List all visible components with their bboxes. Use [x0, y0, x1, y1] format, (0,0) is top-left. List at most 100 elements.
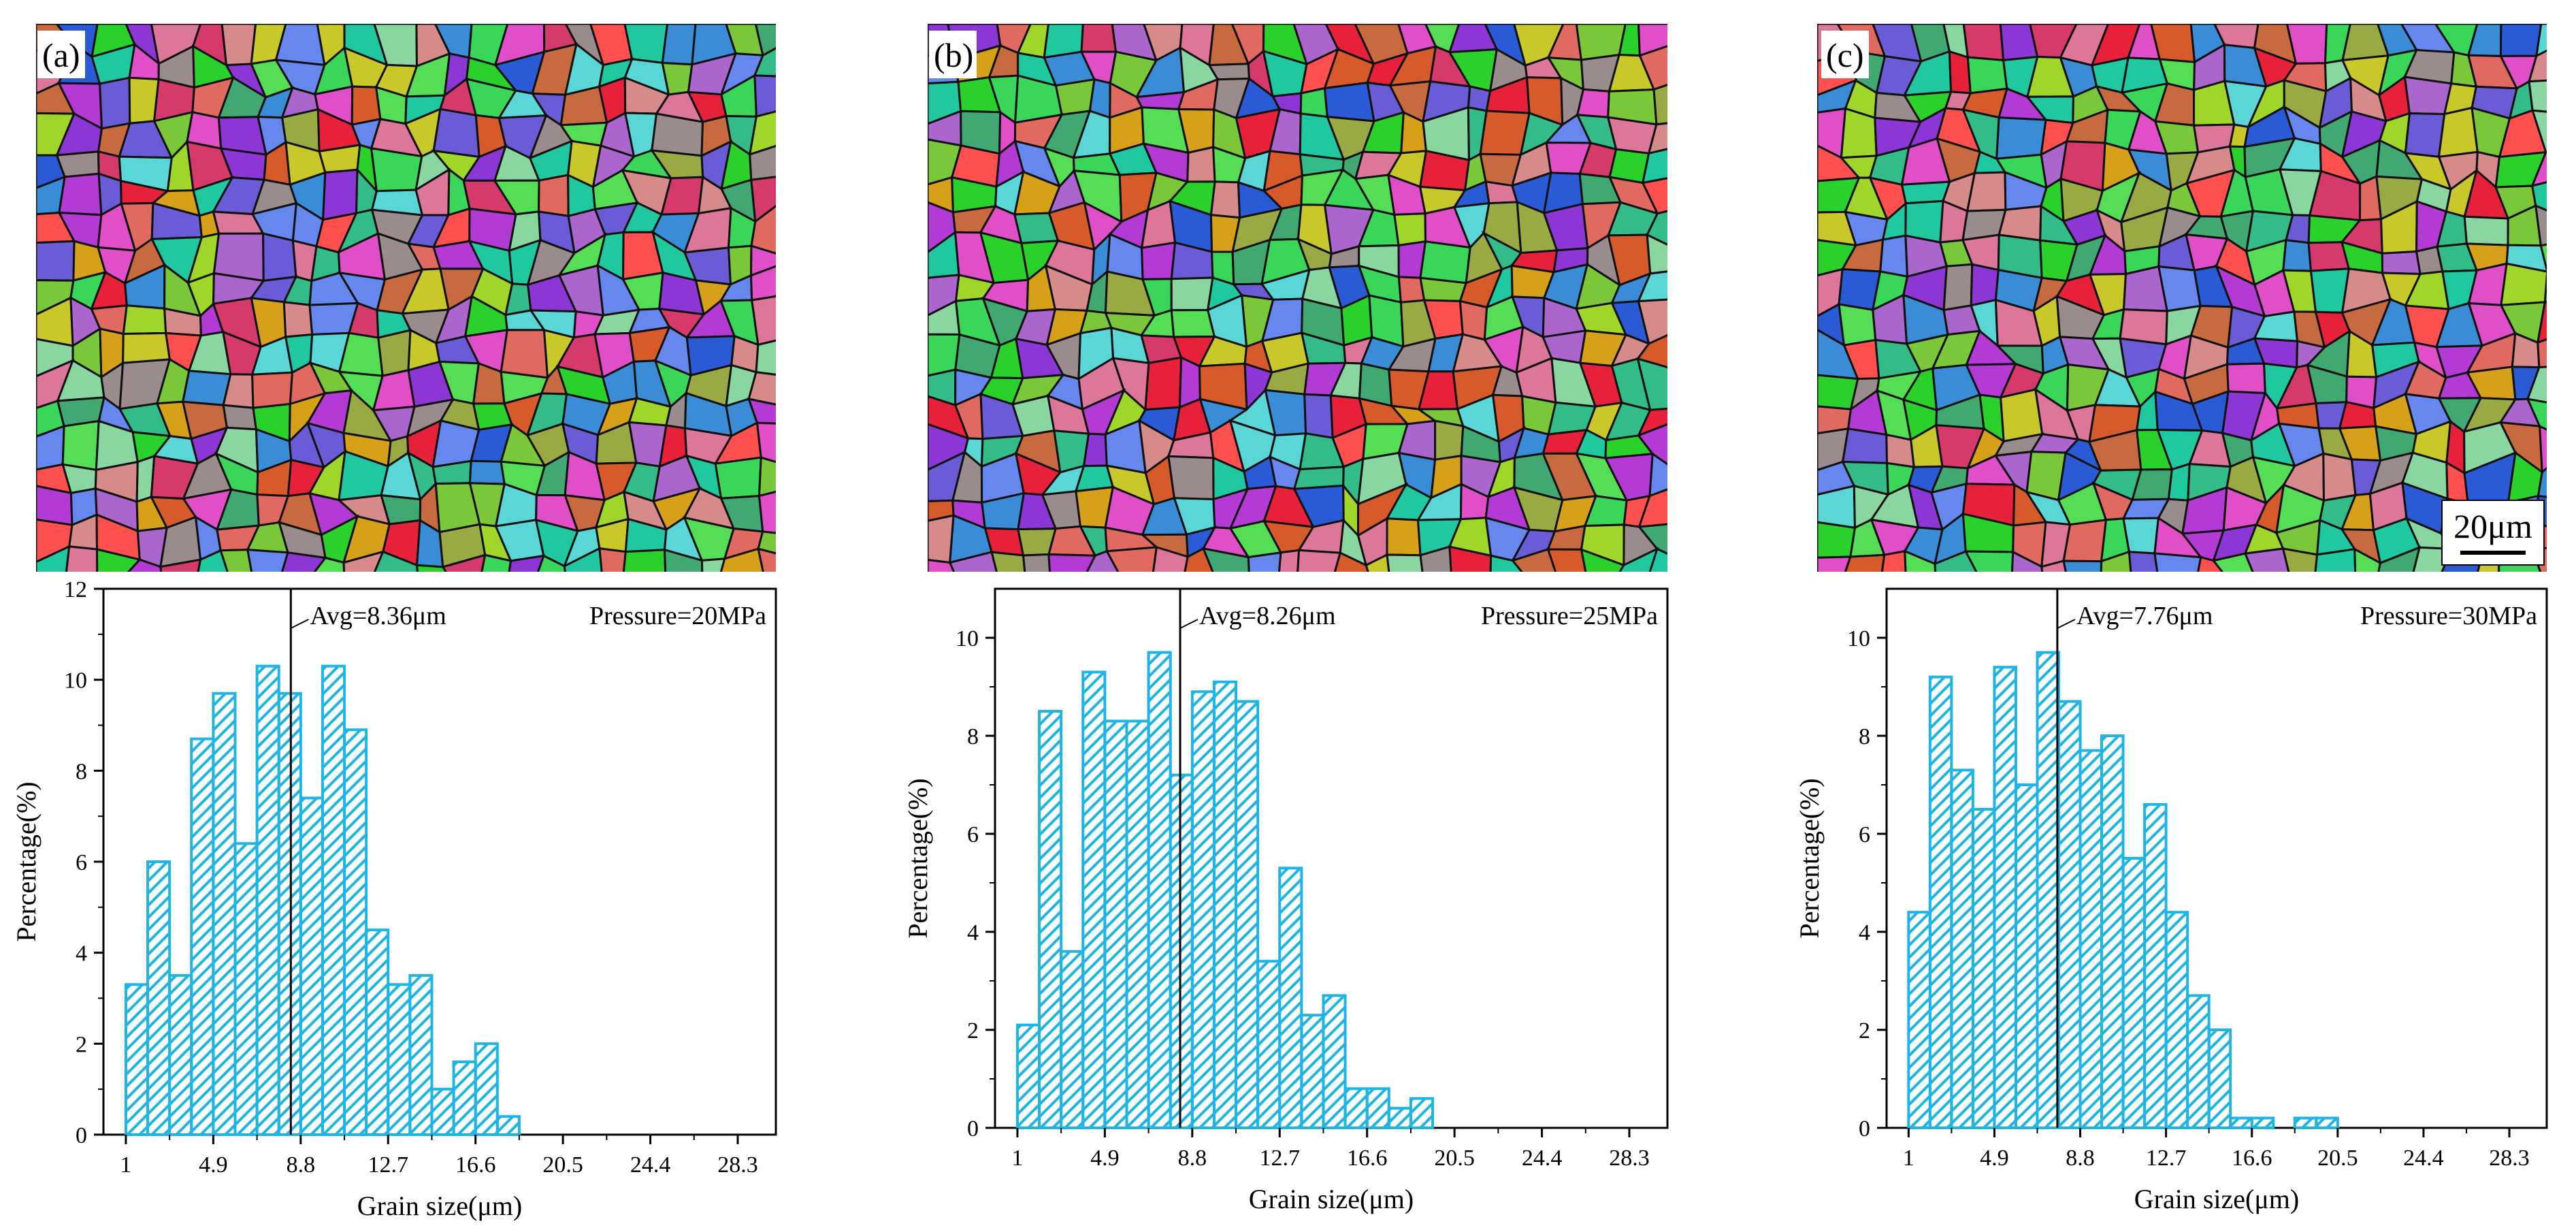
histogram-bar — [1278, 866, 1303, 1130]
histogram-bar — [2057, 700, 2082, 1129]
histogram-bar — [1212, 680, 1238, 1129]
avg-leader — [290, 619, 309, 629]
y-tick-label: 4 — [1859, 920, 1870, 945]
histogram-bar — [190, 737, 215, 1137]
histogram-bar — [299, 796, 324, 1137]
histogram-bar — [321, 664, 346, 1136]
y-tick-label: 12 — [64, 577, 87, 602]
y-tick-label: 2 — [1859, 1018, 1870, 1043]
histogram-bar — [2143, 803, 2168, 1130]
histogram-bar — [1147, 651, 1172, 1129]
grain-map-b — [928, 24, 1667, 572]
y-tick-label: 8 — [1859, 724, 1870, 749]
histogram-bar — [2100, 734, 2125, 1129]
x-tick-label: 16.6 — [2232, 1146, 2272, 1171]
histogram-bar — [1993, 666, 2017, 1129]
histogram-bar — [2207, 1028, 2232, 1129]
histogram-bar — [2121, 857, 2147, 1129]
histogram-bar — [1928, 675, 1953, 1129]
histogram-bar — [430, 1088, 455, 1136]
x-tick-label: 1 — [120, 1152, 131, 1178]
y-tick-label: 6 — [76, 850, 87, 875]
histogram-b: 1 4.9 8.8 12.7 16.6 20.5 24.4 28.3 0 2 4 6 8 10 Avg=8… — [902, 587, 1669, 1214]
y-tick-label: 10 — [1847, 626, 1870, 651]
panel-label-bg-a — [37, 31, 85, 78]
y-tick-label: 6 — [1859, 822, 1870, 847]
histogram-bar — [277, 692, 302, 1136]
x-tick-label: 4.9 — [199, 1152, 228, 1178]
x-axis-title-a: Grain size(μm) — [357, 1190, 522, 1221]
x-tick-label: 28.3 — [1609, 1146, 1650, 1171]
histogram-bar — [387, 983, 412, 1136]
histogram-bar — [452, 1060, 477, 1136]
micrograph-a: (a) — [36, 24, 776, 572]
grain-map-a — [36, 24, 776, 572]
histogram-bar — [2078, 749, 2104, 1129]
y-tick-label: 8 — [967, 724, 979, 749]
histogram-bar — [1950, 768, 1974, 1129]
x-tick-label: 28.3 — [717, 1152, 758, 1178]
histogram-bar — [2036, 651, 2061, 1129]
x-tick-label: 28.3 — [2489, 1146, 2530, 1171]
histogram-bar — [1907, 911, 1931, 1129]
histogram-bar — [2164, 911, 2189, 1129]
y-tick-label: 2 — [76, 1032, 87, 1057]
x-tick-label: 8.8 — [2066, 1146, 2095, 1171]
x-tick-label: 16.6 — [455, 1152, 496, 1178]
histogram-bar — [495, 1115, 521, 1137]
x-tick-label: 12.7 — [2146, 1146, 2187, 1171]
histogram-bar — [1125, 719, 1150, 1129]
avg-label-b: Avg=8.26μm — [1199, 602, 1335, 630]
x-axis-title-c: Grain size(μm) — [2134, 1184, 2299, 1214]
histogram-a: 1 4.9 8.8 12.7 16.6 20.5 24.4 28.3 0 2 4 6 8 10 12 Avg… — [11, 577, 777, 1221]
histogram-bar — [1190, 690, 1216, 1129]
panel-label-a: (a) — [42, 36, 80, 74]
histogram-bar — [2229, 1116, 2253, 1129]
histogram-bar — [1365, 1087, 1390, 1130]
x-tick-label: 12.7 — [1260, 1146, 1301, 1171]
y-tick-label: 2 — [967, 1018, 979, 1043]
histogram-bar — [168, 974, 193, 1137]
x-tick-label: 24.4 — [1522, 1146, 1563, 1171]
panel-label-b: (b) — [934, 36, 973, 74]
micrograph-b: (b) — [928, 24, 1667, 572]
micrograph-c: (c) 20μm — [1817, 24, 2547, 572]
histogram-bar — [1015, 1023, 1041, 1130]
grain-map-c — [1817, 24, 2547, 572]
y-axis-title-c: Percentage(%) — [1794, 778, 1825, 938]
panel-label-c: (c) — [1826, 36, 1864, 74]
x-tick-label: 20.5 — [542, 1152, 583, 1178]
histogram-bar — [2186, 994, 2211, 1129]
avg-leader — [2057, 619, 2076, 629]
histogram-bar — [1971, 808, 1996, 1129]
panel-label-bg-c — [1821, 31, 1869, 78]
histogram-bar — [1235, 700, 1260, 1129]
histogram-bar — [1169, 773, 1194, 1129]
histogram-bar — [2315, 1116, 2339, 1129]
y-tick-label: 0 — [967, 1116, 979, 1141]
x-tick-label: 4.9 — [1980, 1146, 2009, 1171]
histogram-bar — [474, 1042, 499, 1137]
histogram-bar — [1300, 1014, 1325, 1130]
x-tick-label: 1 — [1011, 1146, 1023, 1171]
y-tick-label: 4 — [967, 920, 979, 945]
y-tick-label: 4 — [76, 941, 87, 967]
x-tick-label: 8.8 — [1178, 1146, 1207, 1171]
histogram-bar — [1343, 1087, 1369, 1130]
histogram-bar — [212, 692, 237, 1136]
histogram-bar — [233, 842, 259, 1137]
histogram-bar — [2014, 783, 2039, 1129]
histogram-bar — [1060, 950, 1085, 1130]
pressure-label-b: Pressure=25MPa — [1481, 602, 1658, 630]
y-axis-title-b: Percentage(%) — [902, 778, 933, 938]
histogram-bar — [365, 928, 390, 1136]
pressure-label-a: Pressure=20MPa — [589, 602, 766, 630]
histogram-c: 1 4.9 8.8 12.7 16.6 20.5 24.4 28.3 0 2 4 6 8 10 Avg=7… — [1794, 587, 2548, 1214]
histogram-bar — [146, 860, 172, 1136]
x-tick-label: 20.5 — [1434, 1146, 1475, 1171]
x-tick-label: 12.7 — [368, 1152, 409, 1178]
pressure-label-c: Pressure=30MPa — [2360, 602, 2537, 630]
x-tick-label: 1 — [1903, 1146, 1914, 1171]
histogram-bar — [1038, 710, 1063, 1129]
